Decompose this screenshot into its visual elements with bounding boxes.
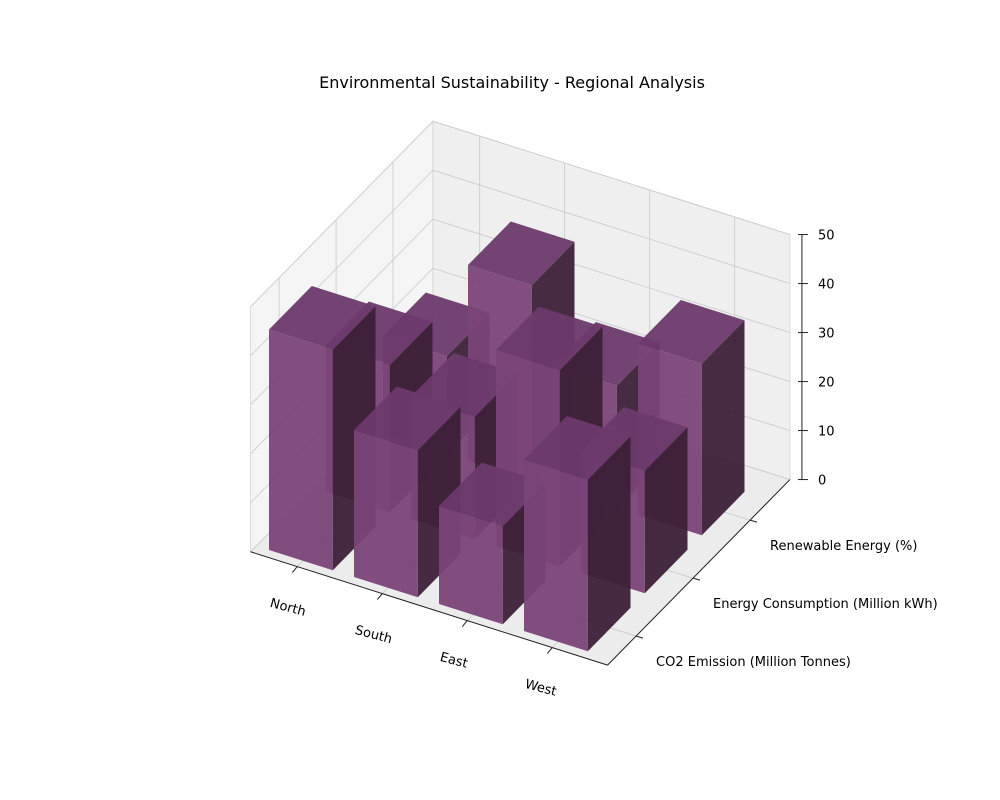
bar-front-face (439, 506, 503, 625)
bar-top-face (524, 416, 631, 480)
chart-title: Environmental Sustainability - Regional … (319, 73, 705, 92)
bar-top-face (468, 221, 575, 286)
z-grid-line (250, 120, 791, 308)
y-tick-label: Energy Consumption (Million kWh) (713, 597, 938, 612)
bar-top-face (439, 462, 546, 527)
y-tick (635, 635, 644, 639)
z-tick-label: 40 (818, 278, 835, 293)
tick-labels: North South East West CO2 Emission (Million … (268, 229, 937, 700)
axis-lines (250, 234, 803, 666)
z-tick-label: 0 (818, 474, 826, 489)
bar-front-face (354, 430, 418, 598)
bar-side-face (587, 436, 631, 652)
bar-front-face (524, 459, 588, 652)
z-tick-label: 50 (818, 229, 835, 244)
bars-group (269, 221, 745, 652)
y-tick (749, 519, 758, 523)
y-axis-line (607, 479, 791, 666)
x-tick-label: West (523, 677, 558, 700)
x-tick-label: North (268, 596, 307, 620)
z-tick-label: 20 (818, 376, 835, 391)
x-tick (291, 566, 298, 573)
x-tick-label: South (353, 623, 393, 647)
x-tick (546, 647, 553, 654)
bar-top-face (354, 386, 461, 451)
bar-front-face (269, 329, 333, 571)
x-tick (461, 620, 468, 627)
x-tick-label: East (438, 650, 469, 672)
y-tick-label: CO2 Emission (Million Tonnes) (656, 655, 851, 670)
z-tick-label: 10 (818, 425, 835, 440)
x-tick (376, 593, 383, 600)
y-tick-label: Renewable Energy (%) (770, 539, 917, 554)
bar (524, 416, 631, 652)
z-tick-label: 30 (818, 327, 835, 342)
bar-side-face (644, 427, 688, 594)
bar-top-face (638, 300, 745, 364)
bar-top-face (496, 306, 603, 371)
y-tick (692, 577, 701, 581)
bar-side-face (701, 320, 745, 536)
x-axis-line (250, 551, 608, 666)
bar-top-face (269, 286, 376, 350)
